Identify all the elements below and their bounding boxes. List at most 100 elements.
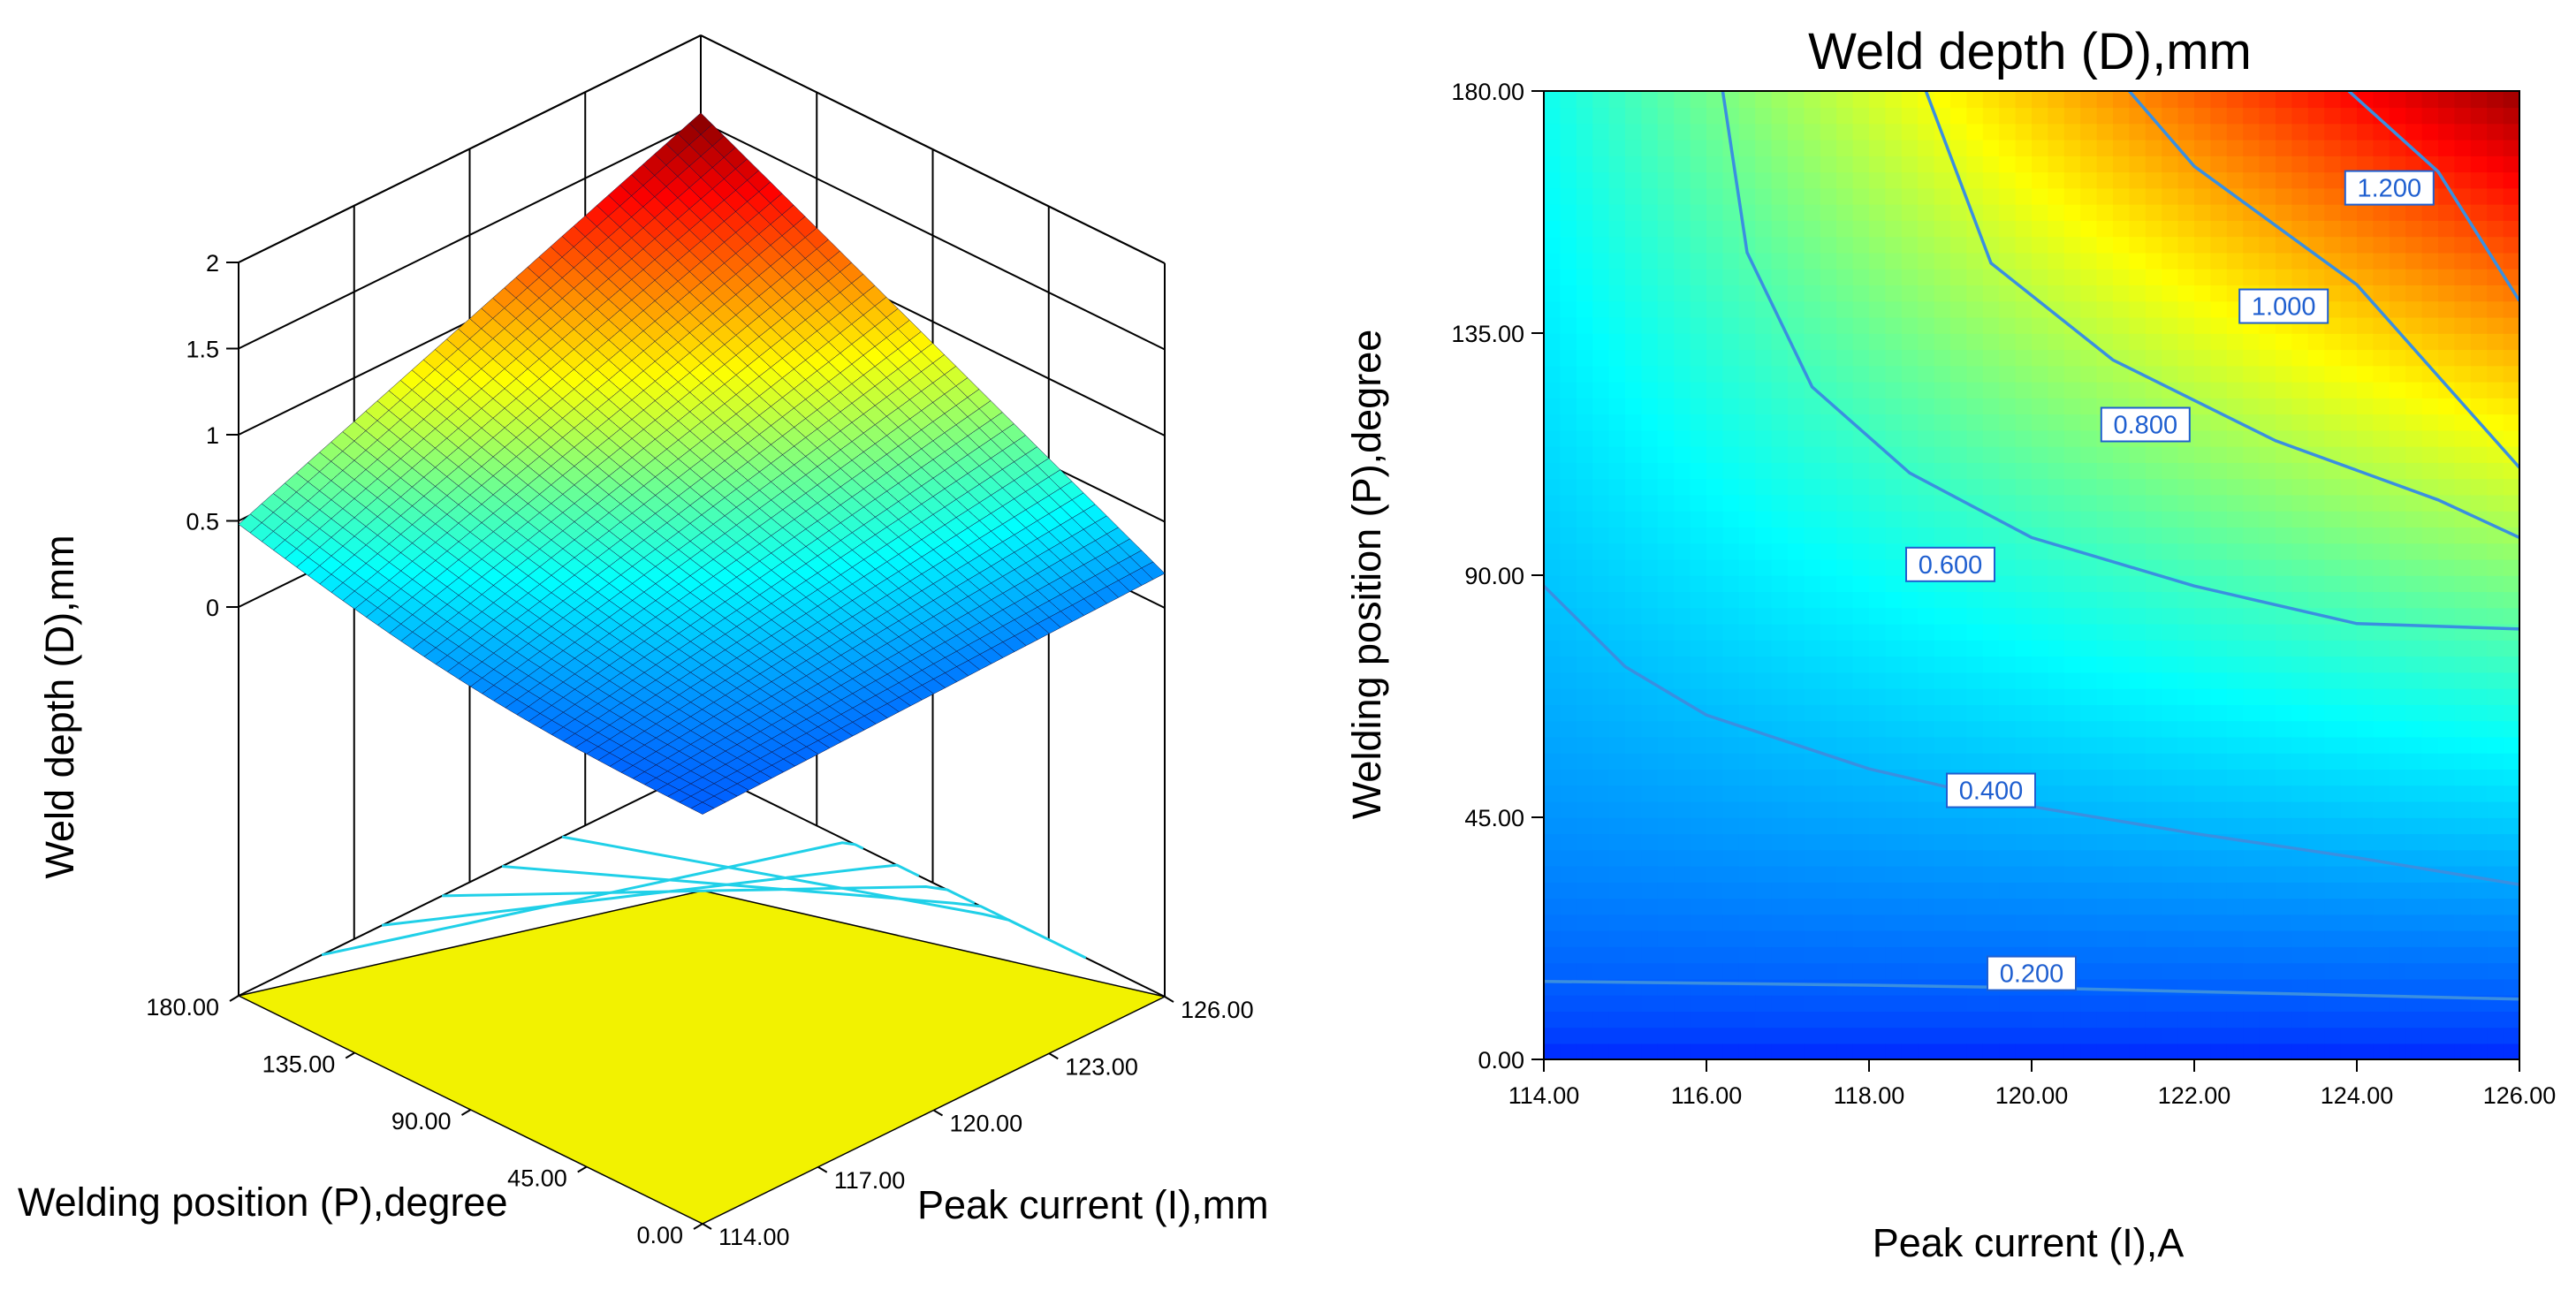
heatmap-cell <box>2357 946 2375 964</box>
heatmap-cell <box>2210 752 2228 770</box>
heatmap-cell <box>1804 898 1821 915</box>
heatmap-cell <box>1690 865 1707 883</box>
heatmap-cell <box>2129 171 2147 189</box>
heatmap-cell <box>1674 769 1691 786</box>
heatmap-cell <box>1560 123 1577 140</box>
heatmap-cell <box>1706 462 1724 480</box>
heatmap-cell <box>1576 930 1593 947</box>
heatmap-cell <box>1771 672 1789 689</box>
heatmap-cell <box>1934 414 1951 431</box>
heatmap-cell <box>2177 672 2195 689</box>
heatmap-cell <box>2324 333 2342 351</box>
heatmap-cell <box>1592 720 1610 738</box>
heatmap-cell <box>2389 736 2406 754</box>
heatmap-cell <box>2210 139 2228 156</box>
heatmap-cell <box>2340 833 2358 851</box>
heatmap-cell <box>1657 769 1675 786</box>
heatmap-cell <box>1771 1011 1789 1028</box>
heatmap-cell <box>1885 478 1903 496</box>
heatmap-cell <box>2063 1011 2081 1028</box>
heatmap-cell <box>2194 930 2212 947</box>
heatmap-cell <box>2307 203 2325 221</box>
heatmap-cell <box>1755 236 1773 254</box>
heatmap-cell <box>1641 640 1659 657</box>
heatmap-cell <box>1885 543 1903 560</box>
heatmap-cell <box>1706 607 1724 625</box>
heatmap-cell <box>2096 687 2114 705</box>
heatmap-cell <box>1608 365 1626 383</box>
heatmap-cell <box>1560 930 1577 947</box>
heatmap-cell <box>1641 946 1659 964</box>
heatmap-cell <box>1755 962 1773 980</box>
heatmap-cell <box>2032 381 2049 398</box>
heatmap-cell <box>1950 316 1968 334</box>
heatmap-cell <box>1869 704 1887 722</box>
heatmap-cell <box>2015 656 2033 673</box>
heatmap-cell <box>2291 429 2309 447</box>
heatmap-cell <box>2096 510 2114 527</box>
heatmap-cell <box>1576 769 1593 786</box>
heatmap-cell <box>1950 494 1968 512</box>
heatmap-cell <box>1836 882 1854 899</box>
heatmap-cell <box>2210 268 2228 285</box>
heatmap-cell <box>2015 365 2033 383</box>
heatmap-cell <box>2291 91 2309 109</box>
heatmap-cell <box>1788 769 1805 786</box>
heatmap-cell <box>2421 1011 2439 1028</box>
heatmap-cell <box>2048 833 2065 851</box>
heatmap-cell <box>1885 429 1903 447</box>
heatmap-cell <box>2096 978 2114 996</box>
heatmap-cell <box>1608 285 1626 302</box>
heatmap-cell <box>1771 769 1789 786</box>
heatmap-cell <box>2194 139 2212 156</box>
heatmap-cell <box>1690 478 1707 496</box>
heatmap-cell <box>1869 316 1887 334</box>
heatmap-cell <box>1608 769 1626 786</box>
heatmap-cell <box>2276 398 2293 415</box>
heatmap-cell <box>2210 736 2228 754</box>
heatmap-cell <box>1918 445 1935 463</box>
heatmap-cell <box>1690 252 1707 269</box>
heatmap-cell <box>1885 220 1903 238</box>
heatmap-cell <box>2177 203 2195 221</box>
heatmap-cell <box>1999 736 2017 754</box>
heatmap-cell <box>2243 252 2261 269</box>
heatmap-cell <box>2307 510 2325 527</box>
heatmap-cell <box>2276 930 2293 947</box>
heatmap-cell <box>1576 994 1593 1012</box>
heatmap-cell <box>1966 300 1984 318</box>
heatmap-cell <box>2307 236 2325 254</box>
heatmap-cell <box>1690 268 1707 285</box>
heatmap-cell <box>1592 316 1610 334</box>
heatmap-cell <box>2389 769 2406 786</box>
heatmap-cell <box>2438 946 2456 964</box>
position-tick-label: 45.00 <box>507 1165 567 1192</box>
heatmap-cell <box>1608 268 1626 285</box>
heatmap-cell <box>1608 704 1626 722</box>
heatmap-cell <box>2063 817 2081 835</box>
heatmap-cell <box>1576 445 1593 463</box>
heatmap-cell <box>1674 494 1691 512</box>
heatmap-cell <box>1674 736 1691 754</box>
heatmap-cell <box>2063 123 2081 140</box>
heatmap-cell <box>2129 801 2147 818</box>
heatmap-cell <box>1901 91 1919 109</box>
heatmap-cell <box>1804 672 1821 689</box>
heatmap-cell <box>1560 203 1577 221</box>
heatmap-cell <box>1592 510 1610 527</box>
heatmap-cell <box>1934 898 1951 915</box>
heatmap-cell <box>1641 365 1659 383</box>
heatmap-cell <box>1999 817 2017 835</box>
heatmap-cell <box>1820 365 1837 383</box>
heatmap-cell <box>1641 285 1659 302</box>
heatmap-cell <box>2194 607 2212 625</box>
heatmap-cell <box>1852 203 1870 221</box>
heatmap-cell <box>1641 1043 1659 1059</box>
heatmap-cell <box>2324 817 2342 835</box>
heatmap-cell <box>1820 1011 1837 1028</box>
heatmap-cell <box>1852 849 1870 867</box>
heatmap-cell <box>1706 1043 1724 1059</box>
heatmap-cell <box>1544 623 1562 641</box>
heatmap-cell <box>1934 591 1951 609</box>
heatmap-cell <box>1804 575 1821 593</box>
